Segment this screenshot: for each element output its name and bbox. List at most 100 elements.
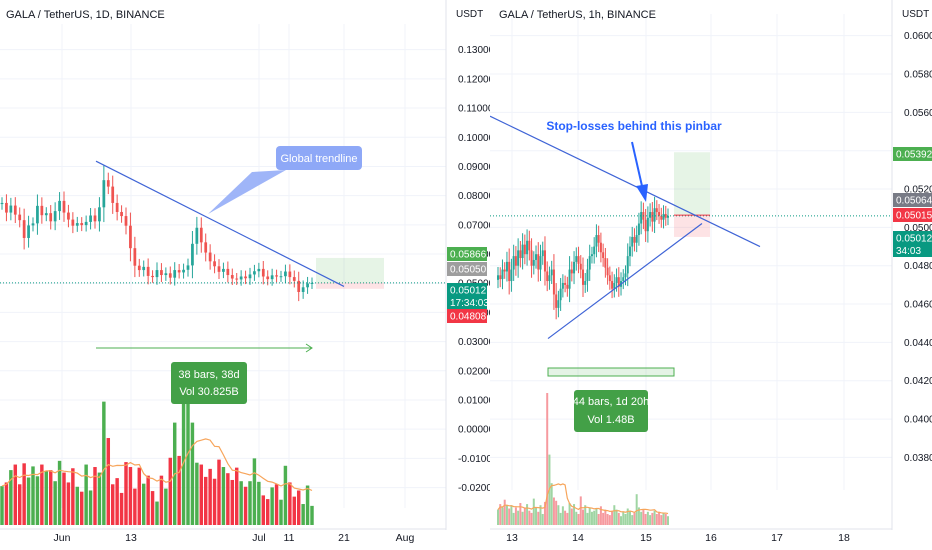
hourly-candle xyxy=(599,242,602,253)
hourly-volume-bar xyxy=(624,514,627,525)
hourly-price-tag-label: 0.05392 xyxy=(896,150,932,161)
hourly-chart-panel[interactable]: 0.060000.058000.056000.054000.052000.050… xyxy=(490,0,932,550)
hourly-volume-bar xyxy=(588,507,591,525)
daily-candle xyxy=(279,276,283,278)
daily-candle xyxy=(31,223,35,226)
hourly-candle xyxy=(566,284,569,289)
daily-candle xyxy=(120,211,123,217)
hourly-volume-bar xyxy=(617,512,620,525)
hourly-candle xyxy=(658,212,661,216)
hourly-candle xyxy=(499,275,502,280)
hourly-volume-bar xyxy=(649,515,652,525)
daily-x-tick-label: 21 xyxy=(338,532,350,544)
daily-candle xyxy=(275,275,278,277)
daily-date-range-arrow xyxy=(305,343,313,353)
hourly-volume-bar xyxy=(559,512,562,525)
hourly-candle xyxy=(664,213,667,218)
daily-candle xyxy=(58,200,61,212)
daily-candle xyxy=(84,221,88,226)
hourly-volume-bar xyxy=(597,514,600,525)
daily-y-tick-label: 0.11000 xyxy=(458,104,490,115)
hourly-candle xyxy=(655,208,658,213)
hourly-candle xyxy=(615,277,618,283)
hourly-candle xyxy=(593,246,596,255)
daily-x-tick-label: Jun xyxy=(54,532,71,544)
daily-volume-bar xyxy=(57,460,62,525)
daily-candle xyxy=(18,214,22,221)
hourly-volume-bar xyxy=(620,516,623,525)
hourly-volume-bar xyxy=(615,509,618,525)
daily-volume-bar xyxy=(288,482,292,525)
hourly-price-tag-countdown: 34:03 xyxy=(896,246,921,257)
hourly-candle xyxy=(624,273,627,278)
hourly-candle xyxy=(497,275,499,280)
daily-candle xyxy=(195,227,199,244)
daily-volume-bar xyxy=(44,471,49,525)
daily-volume-bar xyxy=(221,467,226,525)
hourly-volume-bar xyxy=(552,497,555,525)
hourly-candle xyxy=(637,223,640,236)
daily-volume-bar xyxy=(17,484,22,525)
hourly-candle xyxy=(508,261,511,282)
hourly-volume-bar xyxy=(508,508,511,525)
daily-volume-bar xyxy=(31,466,35,525)
hourly-volume-bar xyxy=(582,509,584,525)
daily-volume-bar xyxy=(97,472,102,525)
hourly-candle xyxy=(582,269,584,285)
hourly-price-tag-label: 0.05064 xyxy=(896,196,932,207)
daily-volume-bar xyxy=(102,401,106,525)
daily-price-tag-label: 0.04808 xyxy=(450,312,487,323)
daily-candle xyxy=(235,278,239,280)
daily-range-bars-label: 38 bars, 38d xyxy=(178,369,239,381)
daily-volume-bar xyxy=(159,475,164,525)
hourly-candle xyxy=(505,261,508,272)
hourly-candle xyxy=(568,269,571,289)
daily-volume-bar xyxy=(35,476,40,525)
daily-candle xyxy=(191,243,194,266)
daily-candle xyxy=(36,205,39,224)
daily-candle xyxy=(151,275,154,278)
hourly-volume-bar xyxy=(595,508,598,525)
daily-candle xyxy=(22,220,26,238)
hourly-x-tick-label: 17 xyxy=(771,532,783,544)
daily-candle xyxy=(53,211,57,222)
hourly-candle xyxy=(530,250,533,266)
daily-callout-box xyxy=(276,146,362,170)
hourly-chart-canvas[interactable]: 0.060000.058000.056000.054000.052000.050… xyxy=(490,0,932,550)
daily-candle xyxy=(129,225,132,249)
daily-volume-bar xyxy=(141,483,146,525)
hourly-long-position-stop xyxy=(674,215,710,237)
daily-y-tick-label: 0.00000 xyxy=(458,425,490,436)
hourly-volume-bar xyxy=(660,515,663,525)
hourly-candle xyxy=(514,256,517,266)
hourly-volume-bar xyxy=(590,511,593,525)
hourly-volume-bar xyxy=(637,507,640,525)
hourly-price-tag xyxy=(893,208,932,222)
hourly-candle xyxy=(662,213,665,220)
daily-range-box xyxy=(171,362,247,404)
hourly-volume-bar xyxy=(512,512,515,525)
daily-candle xyxy=(253,271,256,275)
hourly-volume-bar xyxy=(611,510,614,525)
hourly-candle xyxy=(611,281,614,289)
daily-candle xyxy=(226,268,230,276)
daily-candle xyxy=(89,215,92,222)
hourly-candle xyxy=(584,281,587,285)
daily-price-tag-label: 0.05050 xyxy=(450,265,487,276)
daily-volume-bar xyxy=(181,393,186,525)
hourly-candle xyxy=(608,275,611,282)
daily-candle xyxy=(244,276,247,279)
daily-candle xyxy=(292,277,296,281)
hourly-price-tag-label: 0.05015 xyxy=(896,211,932,222)
